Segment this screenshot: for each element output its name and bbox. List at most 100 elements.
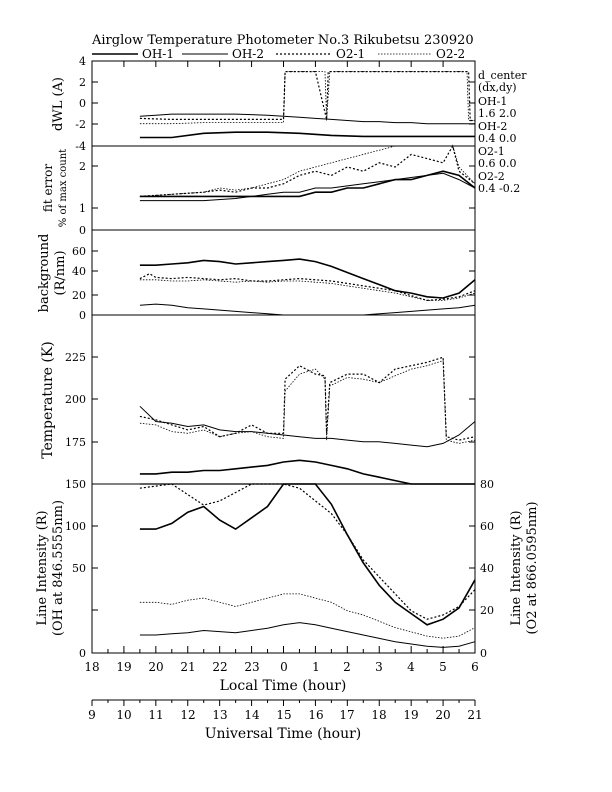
ut-tick-17: 17 xyxy=(339,708,354,722)
legend-label-oh1: OH-1 xyxy=(142,47,174,61)
dcenter-header: d_center xyxy=(478,69,527,82)
ytick-temp-225: 225 xyxy=(65,351,86,364)
ut-tick-20: 20 xyxy=(435,708,450,722)
lt-tick-1: 1 xyxy=(312,660,320,674)
dcenter-oh1-name: OH-1 xyxy=(478,95,507,108)
legend-label-oh2: OH-2 xyxy=(232,47,264,61)
ut-tick-labels: 9 10 11 12 13 14 15 16 17 18 19 20 21 xyxy=(88,708,482,722)
ylabel-int-left: Line Intensity (R) xyxy=(35,510,50,625)
ut-tick-21: 21 xyxy=(467,708,482,722)
dcenter-o22-value: 0.4 -0.2 xyxy=(478,182,520,195)
legend-label-o21: O2-1 xyxy=(336,47,365,61)
ytick-fiterr-1: 1 xyxy=(79,202,86,215)
series-bg-o22 xyxy=(139,279,476,301)
ytick-right-80: 80 xyxy=(480,478,494,491)
lt-tick-21: 21 xyxy=(180,660,195,674)
ut-tick-12: 12 xyxy=(180,708,195,722)
series-intensity-o21 xyxy=(139,483,476,620)
dcenter-oh2-value: 0.4 0.0 xyxy=(478,132,516,145)
series-temp-o21 xyxy=(139,356,476,441)
ylabel-temp: Temperature (K) xyxy=(40,341,56,459)
ut-tick-18: 18 xyxy=(371,708,386,722)
ylabel-int-left-sub: (OH at 846.5555nm) xyxy=(51,500,66,636)
dcenter-annotation: d_center (dx,dy) OH-1 1.6 2.0 OH-2 0.4 0… xyxy=(478,69,527,195)
ylabel-int-right-sub: (O2 at 866.0595nm) xyxy=(525,501,540,634)
xlabel-universal-time: Universal Time (hour) xyxy=(205,726,362,742)
lt-tick-20: 20 xyxy=(148,660,163,674)
series-bg-o21 xyxy=(139,273,476,302)
series-temp-o22 xyxy=(139,360,476,444)
lt-tick-23: 23 xyxy=(244,660,259,674)
ytick-dwl-m4: -4 xyxy=(75,140,86,153)
series-intensity-o22 xyxy=(139,593,476,639)
ylabel-dwl: dWL (A) xyxy=(51,77,66,131)
ytick-dwl-0: 0 xyxy=(79,97,86,110)
ytick-dwl-2: 2 xyxy=(79,76,86,89)
series-fiterr-o22 xyxy=(139,145,476,197)
ytick-temp-200: 200 xyxy=(65,393,86,406)
dcenter-subheader: (dx,dy) xyxy=(478,81,517,94)
y-tick-labels-dwl: 4 2 0 -2 -4 xyxy=(75,55,86,153)
lt-tick-6: 6 xyxy=(471,660,479,674)
ytick-int-150: 150 xyxy=(65,478,86,491)
ut-tick-15: 15 xyxy=(276,708,291,722)
y-tick-labels-int-right: 80 60 40 20 0 xyxy=(480,478,494,660)
lt-tick-18: 18 xyxy=(84,660,99,674)
lt-tick-4: 4 xyxy=(407,660,415,674)
y-tick-labels-bg: 60 40 20 0 xyxy=(72,245,86,322)
series-dwl-oh1 xyxy=(139,131,475,139)
figure-title: Airglow Temperature Photometer No.3 Riku… xyxy=(91,33,474,48)
ut-tick-11: 11 xyxy=(148,708,163,722)
series-dwl-o22 xyxy=(139,71,475,125)
legend: OH-1 OH-2 O2-1 O2-2 xyxy=(92,47,465,61)
ytick-right-60: 60 xyxy=(480,520,494,533)
series-fiterr-oh1 xyxy=(139,170,476,198)
ut-tick-13: 13 xyxy=(212,708,227,722)
x-ticks xyxy=(91,61,476,706)
ytick-bg-60: 60 xyxy=(72,245,86,258)
ytick-int-0: 0 xyxy=(79,647,86,660)
ut-tick-19: 19 xyxy=(403,708,418,722)
series-fiterr-o21 xyxy=(139,144,476,197)
ylabel-bg-sub: (R/nm) xyxy=(53,250,68,295)
ytick-bg-0: 0 xyxy=(79,309,86,322)
y-tick-labels-int-left: 150 100 50 0 xyxy=(65,478,86,660)
series-dwl-oh2 xyxy=(139,113,475,125)
series-intensity-oh1 xyxy=(139,483,476,626)
dcenter-o21-value: 0.6 0.0 xyxy=(478,157,516,170)
ylabel-bg: background xyxy=(37,234,52,313)
ytick-int-50: 50 xyxy=(72,562,86,575)
y-tick-labels-temp: 225 200 175 xyxy=(65,351,86,449)
ytick-fiterr-0: 0 xyxy=(79,224,86,237)
series-bg-oh1 xyxy=(139,258,476,299)
series-layer xyxy=(139,70,476,648)
ut-tick-10: 10 xyxy=(116,708,131,722)
ut-tick-16: 16 xyxy=(308,708,323,722)
lt-tick-5: 5 xyxy=(439,660,447,674)
lt-tick-3: 3 xyxy=(375,660,383,674)
series-temp-oh1 xyxy=(139,459,475,485)
ytick-bg-20: 20 xyxy=(72,289,86,302)
ytick-temp-175: 175 xyxy=(65,436,86,449)
series-fiterr-oh2 xyxy=(139,172,476,202)
series-dwl-o21 xyxy=(139,70,475,122)
ytick-fiterr-2: 2 xyxy=(79,160,86,173)
ytick-right-20: 20 xyxy=(480,604,494,617)
series-intensity-oh2 xyxy=(139,622,476,648)
dcenter-o22-name: O2-2 xyxy=(478,170,505,183)
ytick-right-0: 0 xyxy=(480,647,487,660)
dcenter-oh1-value: 1.6 2.0 xyxy=(478,107,516,120)
lt-tick-19: 19 xyxy=(116,660,131,674)
lt-tick-22: 22 xyxy=(212,660,227,674)
lt-tick-labels: 18 19 20 21 22 23 0 1 2 3 4 5 6 xyxy=(84,660,478,674)
ytick-int-100: 100 xyxy=(65,520,86,533)
lt-tick-2: 2 xyxy=(343,660,351,674)
dcenter-o21-name: O2-1 xyxy=(478,145,505,158)
y-ticks xyxy=(92,60,475,654)
ytick-dwl-4: 4 xyxy=(79,55,86,68)
series-temp-oh2 xyxy=(139,405,476,448)
series-bg-oh2 xyxy=(139,303,476,316)
lt-tick-0: 0 xyxy=(280,660,288,674)
ylabel-fiterr: fit error xyxy=(41,164,55,212)
